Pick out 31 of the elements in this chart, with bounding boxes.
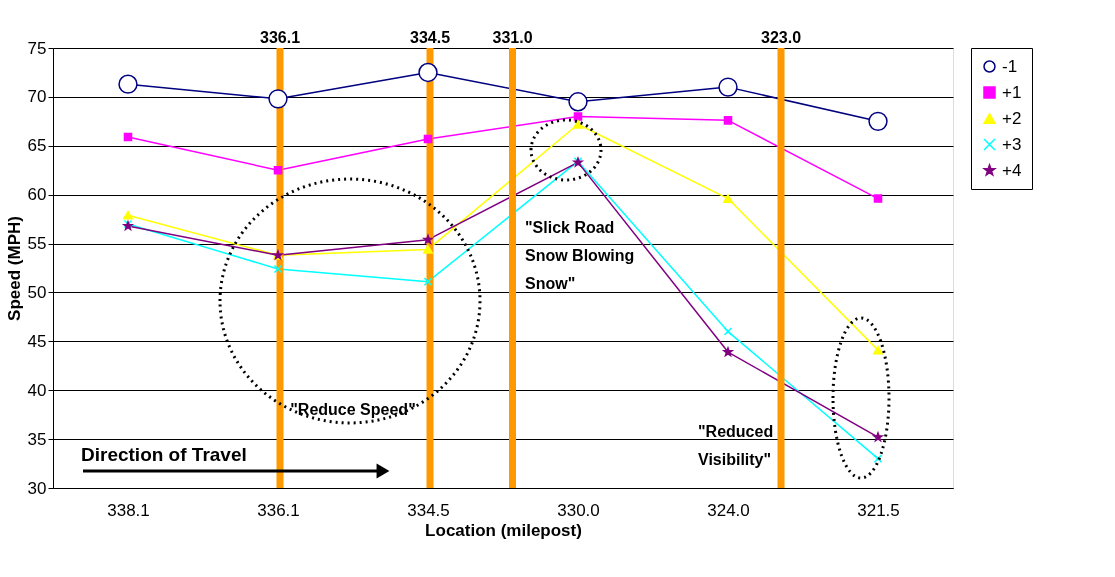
ref-line-label: 336.1 xyxy=(259,29,301,46)
y-tick-label: 65 xyxy=(27,136,47,156)
y-tick-label: 70 xyxy=(27,87,47,107)
text: 331.0 xyxy=(492,29,533,46)
x-tick-label: 334.5 xyxy=(407,500,450,520)
y-tick-label: 60 xyxy=(27,185,47,205)
legend-label: +4 xyxy=(1002,160,1022,180)
annotation: "Reduced Visibility" xyxy=(698,423,774,468)
annotation: Direction of Travel xyxy=(81,444,247,465)
annotation: "Reduce Speed" xyxy=(290,401,416,418)
y-tick-label: 45 xyxy=(27,331,47,351)
ref-line-label: 334.5 xyxy=(409,29,451,46)
y-axis-title: Speed (MPH) xyxy=(4,216,24,321)
y-tick-label: 50 xyxy=(27,282,47,302)
y-tick-label: 30 xyxy=(27,478,47,498)
annotation: "Slick Road Snow Blowing Snow" xyxy=(525,219,635,292)
y-tick-label: 75 xyxy=(27,38,47,58)
legend-label: +1 xyxy=(1002,82,1022,102)
y-tick-label: 55 xyxy=(27,234,47,254)
x-tick-label: 321.5 xyxy=(857,500,900,520)
x-tick-label: 338.1 xyxy=(107,500,150,520)
y-tick-label: 35 xyxy=(27,429,47,449)
legend-label: +3 xyxy=(1002,134,1022,154)
y-tick-label: 40 xyxy=(27,380,47,400)
x-axis-title: Location (milepost) xyxy=(425,520,582,540)
legend-label: +2 xyxy=(1002,108,1022,128)
x-tick-label: 324.0 xyxy=(707,500,750,520)
text: 323.0 xyxy=(760,29,802,46)
x-tick-label: 336.1 xyxy=(257,500,300,520)
x-tick-label: 330.0 xyxy=(557,500,600,520)
legend-label: -1 xyxy=(1002,56,1018,76)
